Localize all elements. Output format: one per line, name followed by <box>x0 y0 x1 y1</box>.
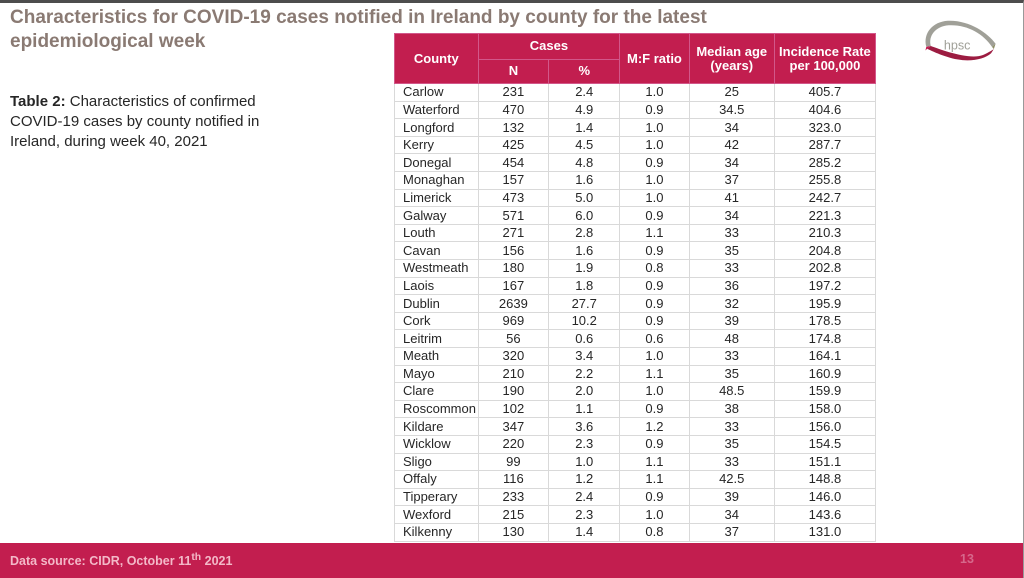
svg-text:hpsc: hpsc <box>944 39 971 53</box>
